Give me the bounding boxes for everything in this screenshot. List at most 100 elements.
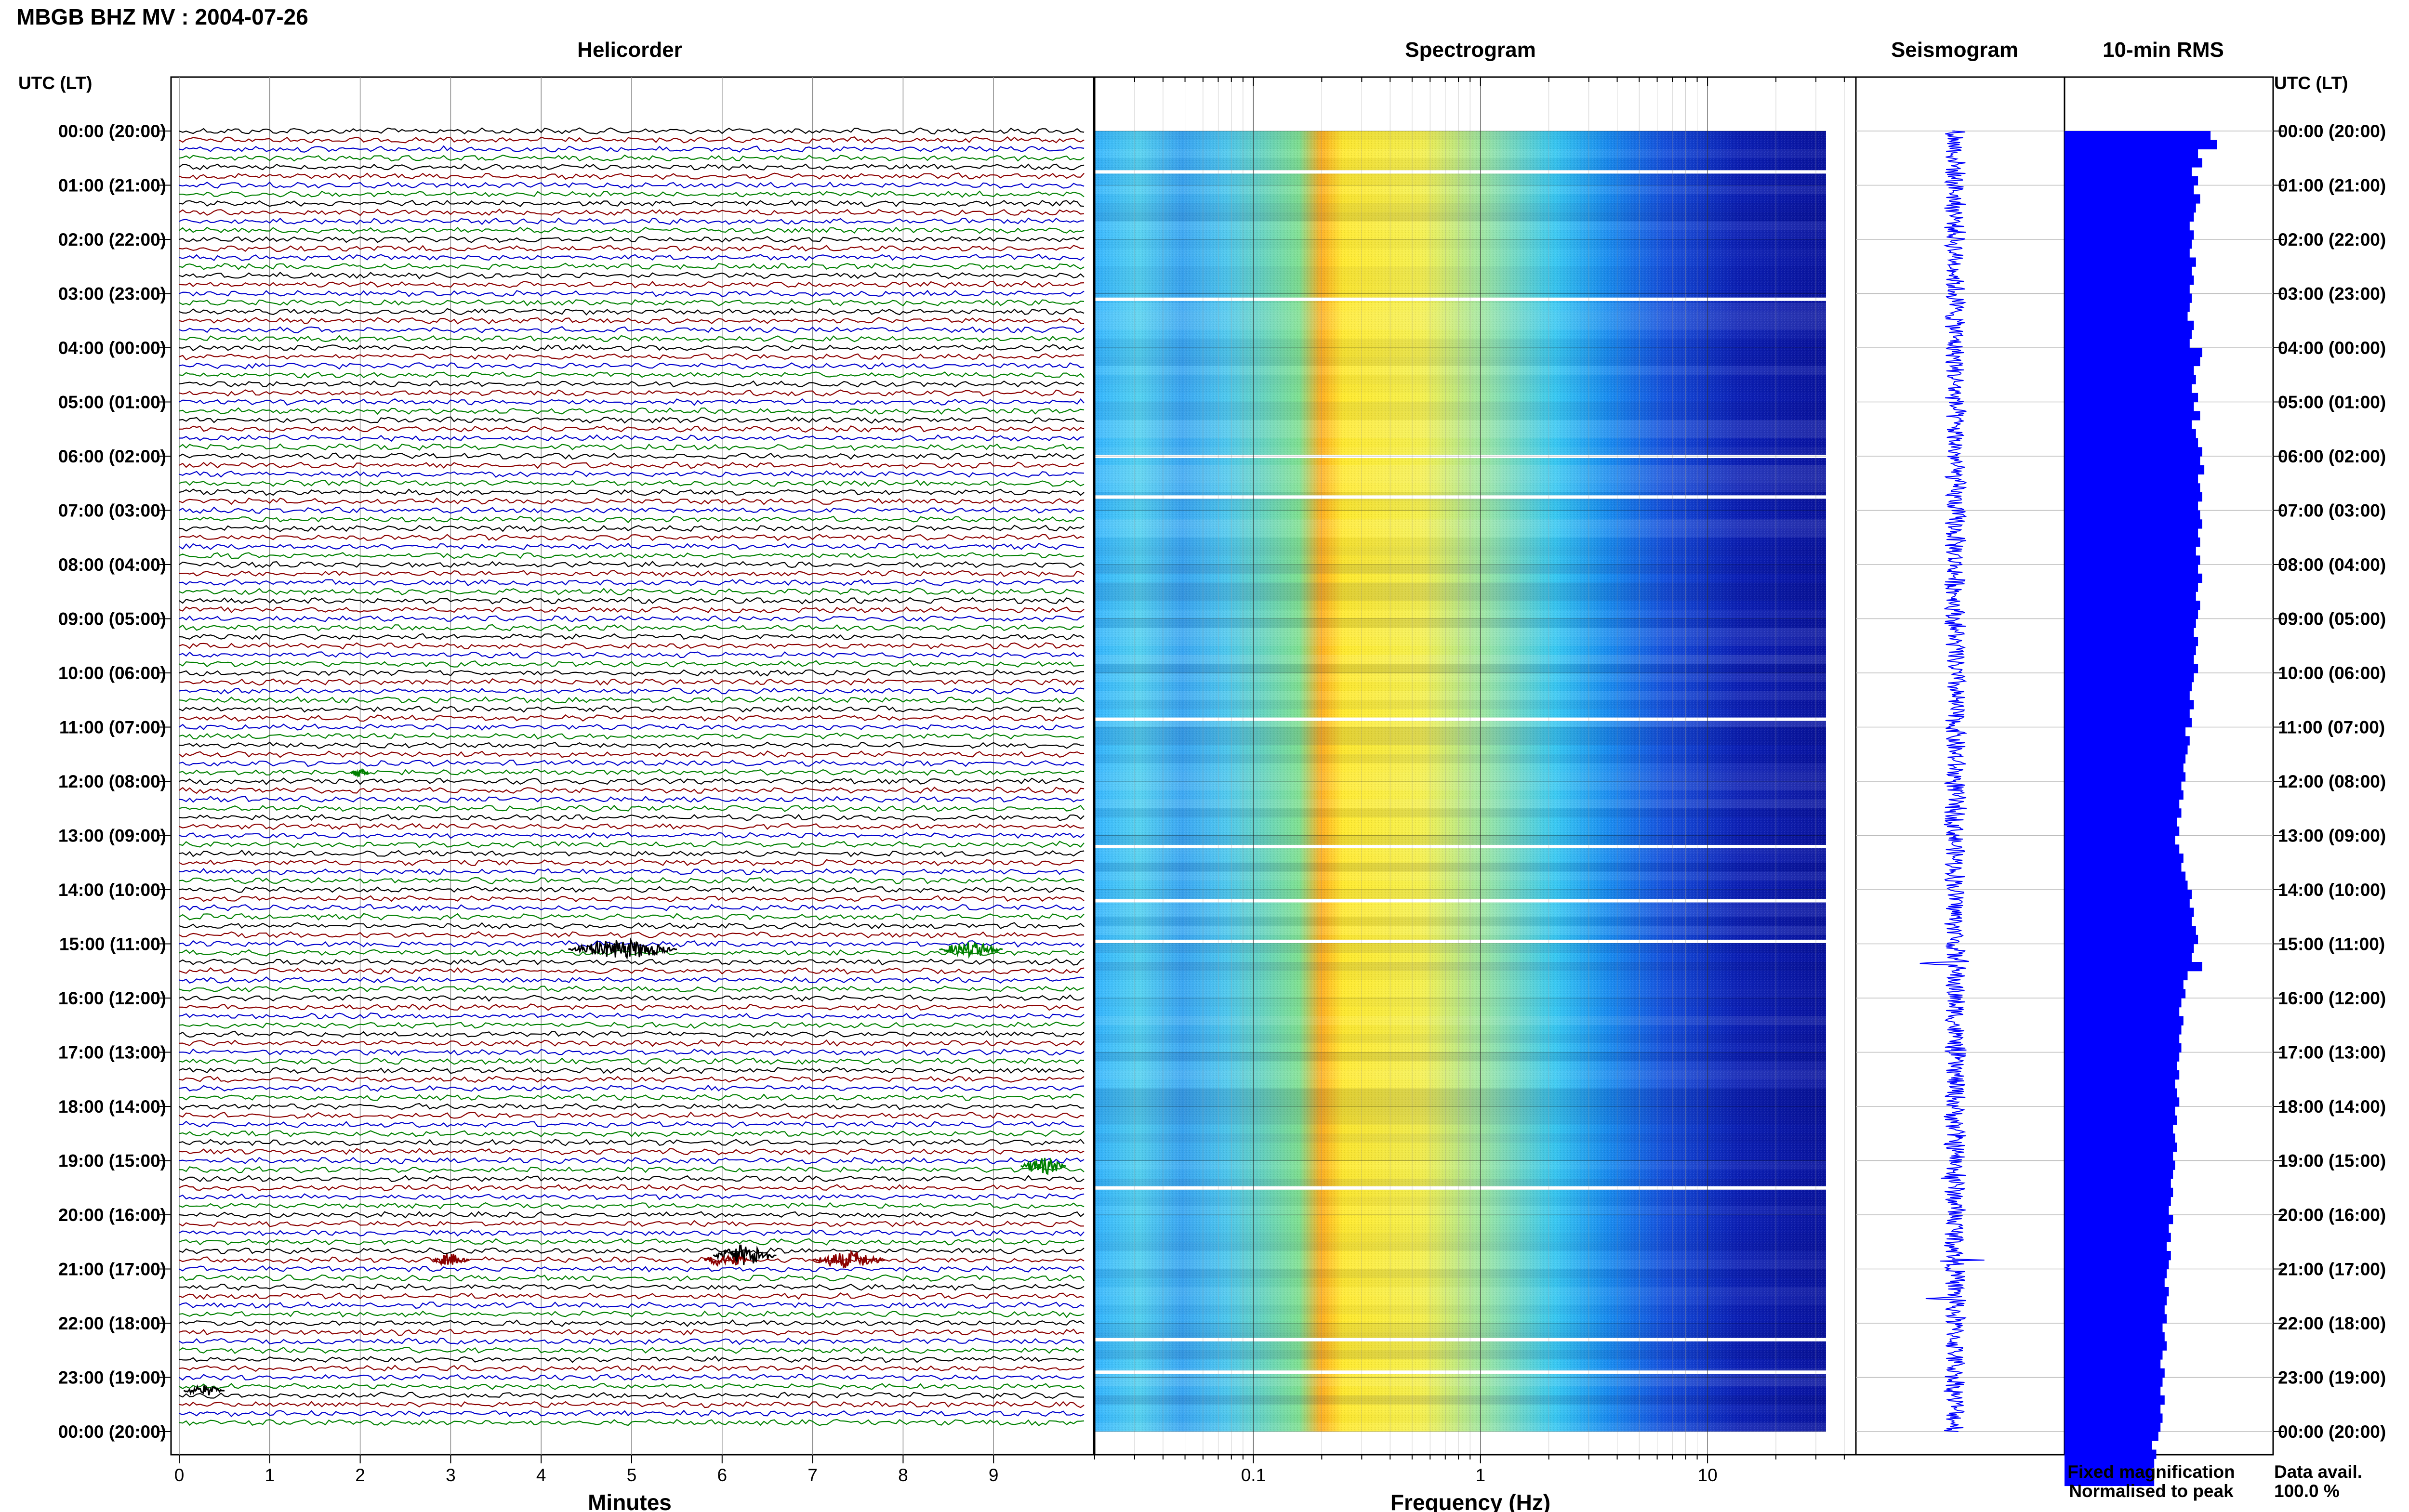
rms-bar [2065, 402, 2194, 411]
helicorder-trace [179, 461, 1085, 469]
rms-bar [2065, 1233, 2171, 1242]
helicorder-trace [179, 1003, 1085, 1011]
spectrogram-gap [1095, 455, 1826, 458]
helicorder-trace [179, 732, 1085, 740]
helicorder-trace [179, 849, 1085, 857]
rms-bar [2065, 1115, 2177, 1125]
spectrogram-panel [1094, 76, 1857, 1456]
spectrogram-row [1095, 1414, 1826, 1423]
helicorder-trace [179, 723, 1085, 731]
helicorder-trace [179, 208, 1085, 216]
helicorder-trace [179, 678, 1085, 686]
helicorder-trace [179, 226, 1085, 234]
rms-bar [2065, 537, 2200, 547]
helicorder-trace [179, 1012, 1085, 1020]
helicorder-trace [179, 922, 1085, 930]
spectrogram-row [1095, 854, 1826, 863]
rms-bar [2065, 1242, 2167, 1251]
rms-bar [2065, 302, 2190, 312]
rms-bar [2065, 1143, 2177, 1152]
spectrogram-row [1095, 384, 1826, 393]
helicorder-trace [179, 759, 1085, 767]
rms-bar [2065, 781, 2182, 791]
legend-fixed-magnification: Fixed magnification [2067, 1462, 2235, 1482]
helicorder-trace [179, 795, 1085, 803]
helicorder-trace [179, 1166, 1085, 1173]
spectrogram-row [1095, 1196, 1826, 1206]
x-tick-label: 1 [1475, 1465, 1485, 1485]
rms-bar [2065, 1314, 2167, 1324]
y-tick-label: 05:00 (01:00) [2278, 393, 2386, 412]
spectrogram-row [1095, 1395, 1826, 1405]
spectrogram-gap [1095, 717, 1826, 721]
rms-bar [2065, 546, 2196, 556]
spectrogram-row [1095, 1115, 1826, 1125]
rms-bar [2065, 971, 2188, 981]
y-tick-label: 04:00 (00:00) [58, 338, 166, 358]
helicorder-trace [179, 217, 1085, 225]
seismogram-title: Seismogram [1891, 38, 2018, 62]
rms-bar [2065, 393, 2198, 403]
y-tick-label: 05:00 (01:00) [58, 393, 166, 412]
rms-bar [2065, 1088, 2177, 1098]
seismic-event [184, 1384, 225, 1395]
helicorder-trace [179, 1066, 1085, 1074]
rms-bar [2065, 149, 2198, 158]
spectrogram-row [1095, 808, 1826, 818]
helicorder-trace [179, 804, 1085, 812]
rms-bar [2065, 736, 2190, 746]
helicorder-trace [179, 651, 1085, 659]
x-tick-label: 2 [355, 1465, 365, 1485]
helicorder-trace [179, 1039, 1085, 1047]
rms-bar [2065, 871, 2186, 881]
y-tick-label: 00:00 (20:00) [2278, 121, 2386, 141]
rms-bar [2065, 1151, 2173, 1161]
spectrogram-row [1095, 1305, 1826, 1315]
rms-bar [2065, 1323, 2163, 1333]
y-tick-label: 18:00 (14:00) [58, 1097, 166, 1117]
helicorder-trace [179, 552, 1085, 559]
rms-bar [2065, 1133, 2175, 1143]
helicorder-trace [179, 416, 1085, 424]
helicorder-trace [179, 1111, 1085, 1119]
spectrogram-row [1095, 1043, 1826, 1052]
spectrogram-row [1095, 239, 1826, 249]
y-tick-label: 07:00 (03:00) [58, 501, 166, 521]
helicorder-trace [179, 479, 1085, 487]
helicorder-trace [179, 1238, 1085, 1246]
spectrogram-row [1095, 1215, 1826, 1224]
spectrogram-row [1095, 709, 1826, 718]
helicorder-trace [179, 136, 1085, 144]
x-tick-label: 6 [717, 1465, 728, 1485]
spectrogram-row [1095, 601, 1826, 610]
y-tick-label: 16:00 (12:00) [58, 988, 166, 1008]
spectrogram-row [1095, 393, 1826, 402]
y-tick-label: 14:00 (10:00) [58, 880, 166, 900]
rms-bar [2065, 1296, 2167, 1306]
spectrogram-row [1095, 1160, 1826, 1170]
helicorder-trace [179, 958, 1085, 966]
spectrogram-row [1095, 411, 1826, 421]
y-tick-label: 11:00 (07:00) [2278, 718, 2385, 737]
helicorder-trace [179, 272, 1085, 279]
spectrogram-row [1095, 483, 1826, 493]
spectrogram-gap [1095, 170, 1826, 174]
y-tick-label: 20:00 (16:00) [58, 1205, 166, 1225]
spectrogram-x-label: Frequency (Hz) [1390, 1490, 1550, 1512]
seismic-event [704, 1254, 750, 1267]
spectrogram-row [1095, 962, 1826, 971]
helicorder-trace [179, 714, 1085, 722]
spectrogram-row [1095, 1422, 1826, 1432]
helicorder-trace [179, 931, 1085, 939]
helicorder-trace [179, 1328, 1085, 1336]
helicorder-trace [179, 308, 1085, 316]
rms-bar [2065, 772, 2186, 782]
spectrogram-title: Spectrogram [1405, 38, 1535, 62]
data-availability-value: 100.0 % [2274, 1481, 2340, 1501]
rms-bar [2065, 582, 2198, 592]
rms-bar [2065, 1052, 2180, 1062]
spectrogram-row [1095, 158, 1826, 168]
spectrogram-row [1095, 131, 1826, 140]
helicorder-trace [179, 1103, 1085, 1110]
helicorder-trace [179, 877, 1085, 884]
